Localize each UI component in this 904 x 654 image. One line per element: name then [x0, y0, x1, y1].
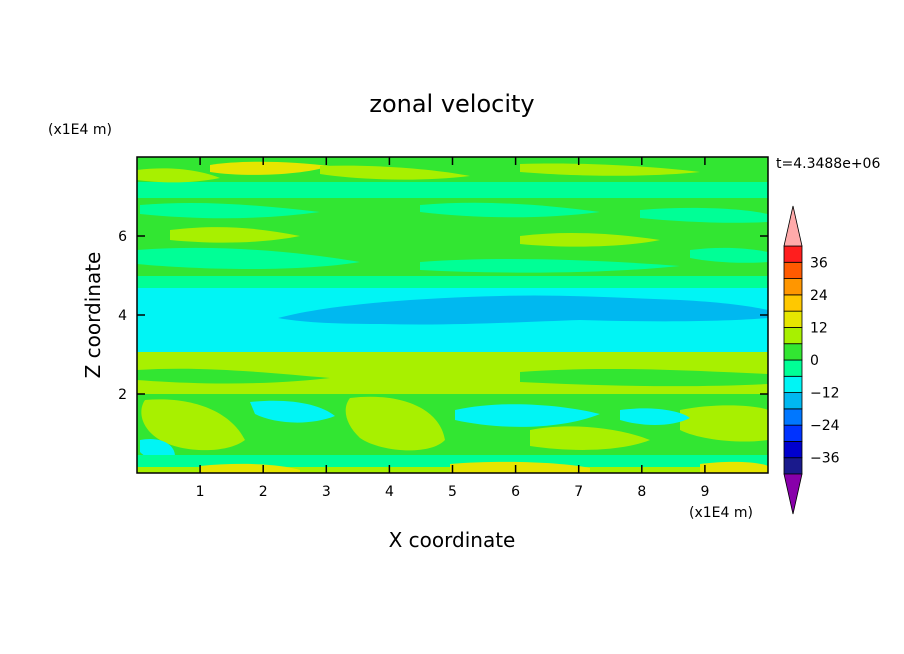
colorbar-tick-label: −24	[810, 418, 840, 434]
band-top-aqua	[137, 182, 768, 198]
x-tick-label: 4	[385, 484, 394, 500]
colorbar-tick-label: −36	[810, 451, 840, 467]
contour-field	[137, 157, 768, 473]
colorbar-segment	[783, 343, 803, 361]
colorbar-segment	[783, 408, 803, 426]
colorbar-segment	[783, 392, 803, 410]
colorbar-segment	[783, 261, 803, 279]
x-tick-label: 7	[574, 484, 583, 500]
patch-blue	[278, 295, 768, 325]
x-unit-label: (x1E4 m)	[689, 505, 753, 521]
chart-title: zonal velocity	[369, 90, 534, 118]
colorbar-segment	[783, 424, 803, 442]
patch-upper-lime	[170, 227, 660, 247]
y-unit-label: (x1E4 m)	[48, 122, 112, 138]
colorbar-over-arrow	[783, 205, 803, 247]
colorbar-segment	[783, 310, 803, 328]
time-label: t=4.3488e+06	[776, 156, 880, 172]
colorbar-segment	[783, 359, 803, 377]
colorbar-segment	[783, 457, 803, 475]
patch-top-lime	[137, 163, 700, 183]
patch-bottom-lime	[141, 396, 768, 451]
colorbar-segment	[783, 327, 803, 345]
colorbar-tick-label: 24	[810, 288, 828, 304]
colorbar-segment	[783, 441, 803, 459]
colorbar-tick-label: 36	[810, 255, 828, 271]
colorbar-tick-label: −12	[810, 386, 840, 402]
x-tick-label: 8	[637, 484, 646, 500]
x-tick-label: 1	[196, 484, 205, 500]
patch-top-yellow	[210, 161, 330, 175]
x-tick-label: 3	[322, 484, 331, 500]
colorbar-tick-label: 12	[810, 320, 828, 336]
colorbar-segment	[783, 375, 803, 393]
y-axis-label: Z coordinate	[81, 252, 105, 379]
y-tick-label: 2	[118, 387, 127, 403]
colorbar-under-arrow	[783, 473, 803, 515]
y-tick-label: 6	[118, 229, 127, 245]
patch-lower-green	[137, 368, 768, 387]
patch-mid-aqua	[137, 247, 768, 273]
x-tick-label: 9	[700, 484, 709, 500]
patch-bottom-yellow	[200, 461, 768, 473]
patch-bottom-cyan	[140, 400, 690, 459]
band-mid-aqua	[137, 276, 768, 288]
y-axis: 2 4 6	[118, 229, 768, 403]
x-tick-label: 6	[511, 484, 520, 500]
x-tick-label: 2	[259, 484, 268, 500]
colorbar-tick-label: 0	[810, 353, 819, 369]
x-axis-label: X coordinate	[389, 528, 516, 552]
colorbar-segment	[783, 245, 803, 263]
band-bottom-aqua	[137, 455, 768, 467]
colorbar-segment	[783, 278, 803, 296]
x-axis: 1 2 3 4 5 6 7 8 9	[196, 157, 709, 500]
y-tick-label: 4	[118, 308, 127, 324]
colorbar-segment	[783, 294, 803, 312]
colorbar: 36 24 12 0 −12 −24 −36	[783, 205, 840, 515]
x-tick-label: 5	[448, 484, 457, 500]
patch-upper-aqua	[140, 202, 768, 223]
